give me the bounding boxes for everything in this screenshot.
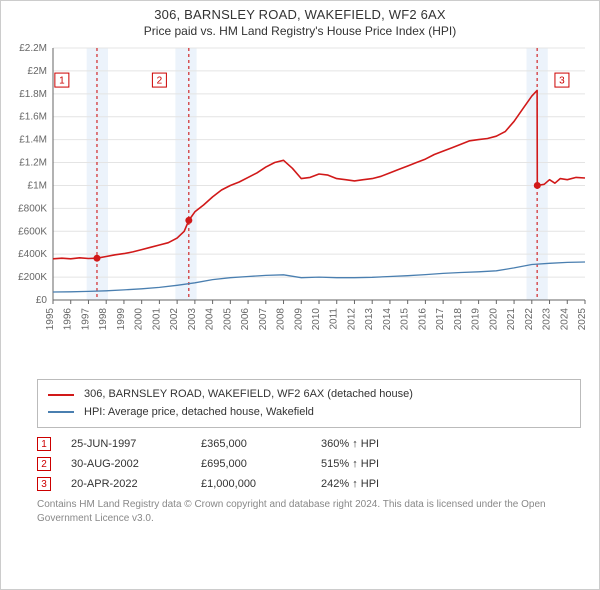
svg-text:£800K: £800K	[18, 203, 47, 214]
event-row: 3 20-APR-2022 £1,000,000 242% ↑ HPI	[37, 474, 581, 494]
title-subtitle: Price paid vs. HM Land Registry's House …	[5, 24, 595, 38]
event-date: 25-JUN-1997	[71, 438, 181, 450]
svg-text:2001: 2001	[151, 308, 162, 331]
svg-text:2022: 2022	[524, 308, 535, 331]
svg-text:2024: 2024	[559, 308, 570, 331]
svg-text:2010: 2010	[311, 308, 322, 331]
event-date: 20-APR-2022	[71, 478, 181, 490]
event-price: £365,000	[201, 438, 301, 450]
svg-text:2007: 2007	[258, 308, 269, 331]
svg-text:£1M: £1M	[28, 180, 47, 191]
event-price: £695,000	[201, 458, 301, 470]
svg-text:£1.4M: £1.4M	[19, 135, 47, 146]
svg-text:2019: 2019	[471, 308, 482, 331]
event-row: 1 25-JUN-1997 £365,000 360% ↑ HPI	[37, 434, 581, 454]
svg-text:2006: 2006	[240, 308, 251, 331]
svg-text:2023: 2023	[542, 308, 553, 331]
svg-text:£2M: £2M	[28, 66, 47, 77]
svg-text:2003: 2003	[187, 308, 198, 331]
svg-text:2021: 2021	[506, 308, 517, 331]
event-row: 2 30-AUG-2002 £695,000 515% ↑ HPI	[37, 454, 581, 474]
chart-area: £0 £200K £400K £600K £800K £1M £1.2M £1.4M £1.6M…	[1, 40, 599, 373]
svg-text:1998: 1998	[98, 308, 109, 331]
legend-swatch	[48, 394, 74, 396]
event-delta: 515% ↑ HPI	[321, 458, 379, 470]
legend-item: HPI: Average price, detached house, Wake…	[48, 404, 570, 422]
legend-swatch	[48, 411, 74, 413]
svg-text:2020: 2020	[488, 308, 499, 331]
svg-text:£400K: £400K	[18, 249, 47, 260]
svg-text:2016: 2016	[417, 308, 428, 331]
svg-text:2005: 2005	[222, 308, 233, 331]
svg-text:2017: 2017	[435, 308, 446, 331]
svg-text:2013: 2013	[364, 308, 375, 331]
legend-label: HPI: Average price, detached house, Wake…	[84, 404, 314, 422]
event-delta: 360% ↑ HPI	[321, 438, 379, 450]
svg-text:1999: 1999	[116, 308, 127, 331]
event-marker: 1	[37, 437, 51, 451]
svg-text:£0: £0	[36, 295, 48, 306]
svg-text:£1.2M: £1.2M	[19, 158, 47, 169]
svg-text:2011: 2011	[329, 308, 340, 330]
svg-text:2014: 2014	[382, 308, 393, 331]
event-date: 30-AUG-2002	[71, 458, 181, 470]
svg-text:£2.2M: £2.2M	[19, 43, 47, 54]
chart-svg: £0 £200K £400K £600K £800K £1M £1.2M £1.4M £1.6M…	[1, 40, 600, 370]
event-delta: 242% ↑ HPI	[321, 478, 379, 490]
svg-text:2012: 2012	[346, 308, 357, 331]
svg-text:2000: 2000	[134, 308, 145, 331]
event-marker: 3	[37, 477, 51, 491]
svg-text:£200K: £200K	[18, 272, 47, 283]
svg-text:£600K: £600K	[18, 226, 47, 237]
legend: 306, BARNSLEY ROAD, WAKEFIELD, WF2 6AX (…	[37, 379, 581, 428]
svg-text:2018: 2018	[453, 308, 464, 331]
svg-text:£1.6M: £1.6M	[19, 112, 47, 123]
svg-text:1995: 1995	[45, 308, 56, 331]
footnote: Contains HM Land Registry data © Crown c…	[37, 498, 581, 525]
svg-text:2025: 2025	[577, 308, 588, 331]
svg-text:2002: 2002	[169, 308, 180, 331]
svg-text:1996: 1996	[63, 308, 74, 331]
chart-titles: 306, BARNSLEY ROAD, WAKEFIELD, WF2 6AX P…	[1, 1, 599, 40]
title-address: 306, BARNSLEY ROAD, WAKEFIELD, WF2 6AX	[5, 7, 595, 22]
event-marker: 2	[37, 457, 51, 471]
svg-text:1997: 1997	[80, 308, 91, 331]
svg-text:3: 3	[559, 76, 565, 87]
event-price: £1,000,000	[201, 478, 301, 490]
legend-item: 306, BARNSLEY ROAD, WAKEFIELD, WF2 6AX (…	[48, 386, 570, 404]
legend-label: 306, BARNSLEY ROAD, WAKEFIELD, WF2 6AX (…	[84, 386, 413, 404]
svg-text:1: 1	[59, 76, 65, 87]
svg-text:2015: 2015	[400, 308, 411, 331]
svg-text:2: 2	[157, 76, 163, 87]
svg-text:2004: 2004	[205, 308, 216, 331]
svg-text:2009: 2009	[293, 308, 304, 331]
svg-text:2008: 2008	[276, 308, 287, 331]
svg-text:£1.8M: £1.8M	[19, 89, 47, 100]
chart-container: 306, BARNSLEY ROAD, WAKEFIELD, WF2 6AX P…	[0, 0, 600, 590]
event-list: 1 25-JUN-1997 £365,000 360% ↑ HPI 2 30-AUG-20…	[37, 434, 581, 494]
